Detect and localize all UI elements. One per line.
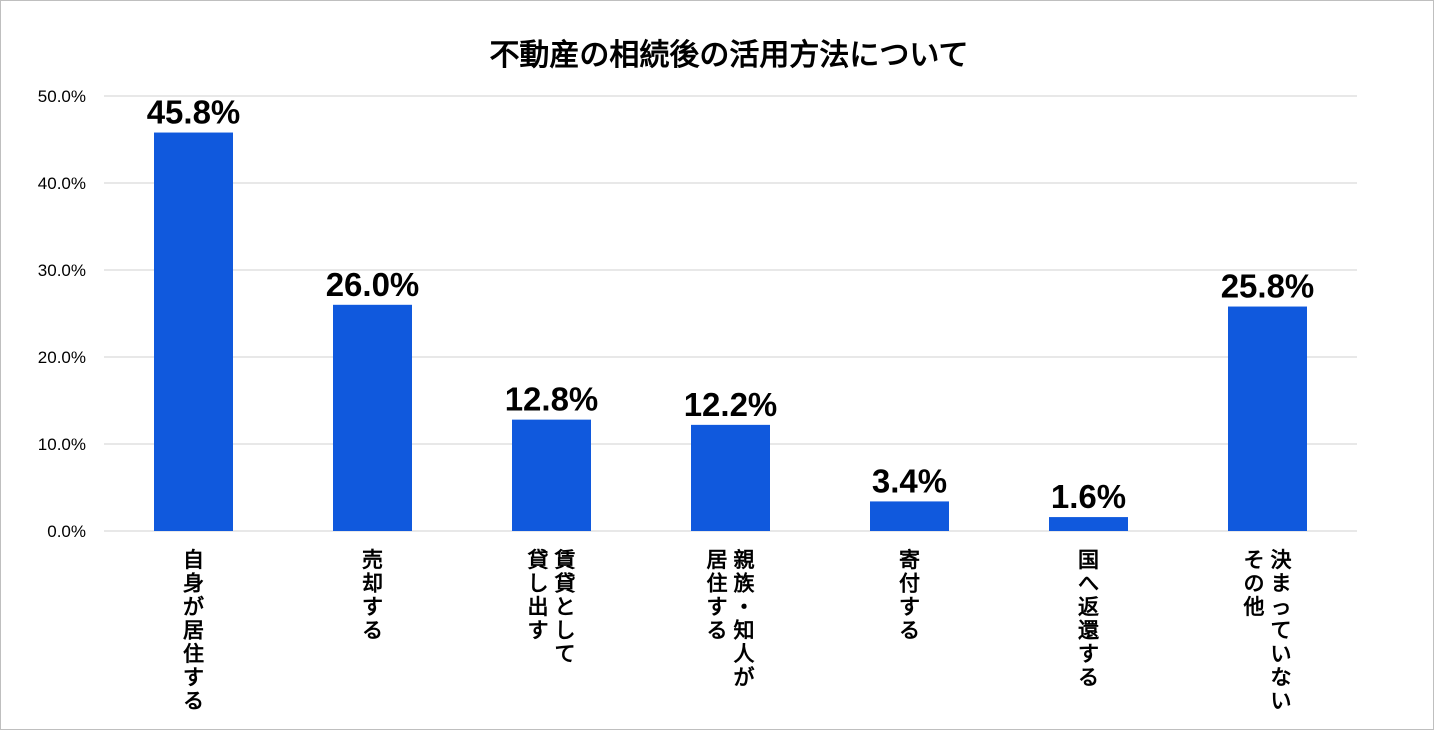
bar	[870, 501, 949, 531]
y-tick-label: 50.0%	[38, 87, 86, 106]
data-label: 12.2%	[684, 386, 778, 423]
y-tick-label: 0.0%	[47, 522, 86, 541]
x-axis-label: 国へ返還する	[1078, 548, 1100, 690]
x-axis-label: 自身が居住する	[183, 548, 204, 713]
data-label: 25.8%	[1221, 268, 1315, 305]
y-tick-label: 10.0%	[38, 435, 86, 454]
bar	[691, 424, 770, 531]
bar	[1228, 306, 1307, 531]
x-axis-label: 居住する	[707, 548, 728, 643]
gridlines	[104, 95, 1357, 532]
x-axis-label: 貸し出す	[527, 548, 549, 643]
bar	[154, 132, 233, 532]
y-tick-label: 40.0%	[38, 174, 86, 193]
y-axis-ticks: 0.0% 10.0% 20.0% 30.0% 40.0% 50.0%	[38, 87, 86, 541]
x-axis-label: 賃貸として	[554, 548, 576, 666]
bar	[333, 304, 412, 531]
data-labels: 45.8% 26.0% 12.8% 12.2% 3.4% 1.6% 25.8%	[147, 94, 1315, 516]
x-axis-label: 寄付する	[899, 548, 920, 643]
y-tick-label: 30.0%	[38, 261, 86, 280]
x-axis-label: 親族・知人が	[734, 548, 756, 690]
x-axis-label: その他	[1243, 548, 1265, 619]
chart-title: 不動産の相続後の活用方法について	[489, 38, 968, 73]
data-label: 12.8%	[505, 381, 599, 418]
data-label: 45.8%	[147, 94, 241, 131]
data-label: 1.6%	[1051, 478, 1126, 515]
x-axis-label: 売却する	[362, 548, 383, 643]
bars	[154, 132, 1307, 532]
bar	[512, 419, 591, 531]
bar	[1049, 517, 1128, 531]
data-label: 3.4%	[872, 462, 947, 499]
x-axis-label: 決まっていない	[1271, 548, 1293, 713]
data-label: 26.0%	[326, 266, 420, 303]
y-tick-label: 20.0%	[38, 348, 86, 367]
